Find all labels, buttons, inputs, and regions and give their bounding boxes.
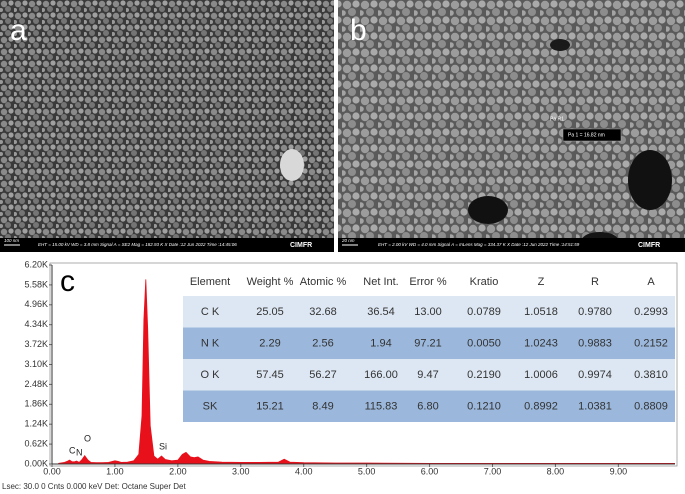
table-row xyxy=(183,327,675,359)
y-tick-label: 6.20K xyxy=(24,259,48,269)
table-header: R xyxy=(591,276,599,288)
table-cell: 15.21 xyxy=(256,400,284,412)
table-cell: 0.2993 xyxy=(634,306,668,318)
table-cell: 13.00 xyxy=(414,306,442,318)
table-cell: 9.47 xyxy=(417,369,438,381)
table-cell: 0.9974 xyxy=(578,369,612,381)
x-tick-label: 3.00 xyxy=(232,466,250,476)
y-tick-label: 3.72K xyxy=(24,339,48,349)
table-cell: 57.45 xyxy=(256,369,284,381)
table-cell: 0.3810 xyxy=(634,369,668,381)
table-header: Element xyxy=(190,276,230,288)
table-row xyxy=(183,390,675,422)
x-tick-label: 1.00 xyxy=(106,466,124,476)
panel-label: a xyxy=(10,14,27,47)
measurement: Pa 1 = 16.82 nm xyxy=(568,132,605,138)
x-tick-label: 6.00 xyxy=(421,466,439,476)
sem-info: EHT = 15.00 kV WD = 3.8 mm Signal A = SE… xyxy=(38,242,237,247)
y-tick-label: 1.24K xyxy=(24,419,48,429)
table-cell: SK xyxy=(203,400,218,412)
table-header: Weight % xyxy=(247,276,294,288)
peak-label: Si xyxy=(159,441,167,451)
table-header: Error % xyxy=(409,276,447,288)
x-tick-label: 8.00 xyxy=(547,466,565,476)
table-header: A xyxy=(647,276,655,288)
panel-label: c xyxy=(60,265,75,298)
x-tick-label: 0.00 xyxy=(43,466,61,476)
table-header: Kratio xyxy=(470,276,499,288)
table-cell: 1.0243 xyxy=(524,337,558,349)
table-cell: O K xyxy=(201,369,221,381)
table-cell: 25.05 xyxy=(256,306,284,318)
table-cell: 0.0789 xyxy=(467,306,501,318)
table-cell: 1.0518 xyxy=(524,306,558,318)
logo: CIMFR xyxy=(290,242,312,249)
y-tick-label: 3.10K xyxy=(24,359,48,369)
panel-label: b xyxy=(350,14,367,47)
table-header: Net Int. xyxy=(363,276,398,288)
x-tick-label: 9.00 xyxy=(610,466,628,476)
table-cell: N K xyxy=(201,337,220,349)
table-cell: 0.2190 xyxy=(467,369,501,381)
y-tick-label: 4.34K xyxy=(24,319,48,329)
table-cell: 1.0381 xyxy=(578,400,612,412)
table-row xyxy=(183,296,675,328)
table-row xyxy=(183,359,675,391)
sem-panel-a: a 100 nm EHT = 15.00 kV WD = 3.8 mm Sign… xyxy=(0,0,334,252)
table-cell: 0.8809 xyxy=(634,400,668,412)
peak-label: O xyxy=(84,433,91,443)
table-cell: 115.83 xyxy=(365,400,398,412)
y-tick-label: 1.86K xyxy=(24,399,48,409)
table-cell: 97.21 xyxy=(414,337,442,349)
table-cell: 1.0006 xyxy=(524,369,558,381)
peak-label: N xyxy=(76,447,83,457)
footer: Lsec: 30.0 0 Cnts 0.000 keV Det: Octane … xyxy=(2,482,186,491)
table-cell: 1.94 xyxy=(370,337,391,349)
scale-bar: 100 nm xyxy=(4,238,19,243)
table-cell: 0.1210 xyxy=(467,400,501,412)
y-tick-label: 0.00K xyxy=(24,458,48,468)
table-header: Atomic % xyxy=(300,276,347,288)
table-cell: 56.27 xyxy=(309,369,337,381)
table-cell: C K xyxy=(201,306,220,318)
x-tick-label: 2.00 xyxy=(169,466,187,476)
eds-table: Element Weight % Atomic % Net Int. Error % Kr… xyxy=(183,276,675,422)
sem-panel-b: b Pa R1 Pa 1 = 16.82 nm 20 nm EHT = 2.00… xyxy=(338,0,685,252)
y-tick-label: 2.48K xyxy=(24,379,48,389)
logo: CIMFR xyxy=(638,242,660,249)
x-tick-label: 4.00 xyxy=(295,466,313,476)
table-cell: 0.9780 xyxy=(578,306,612,318)
table-cell: 0.8992 xyxy=(524,400,558,412)
y-tick-label: 0.62K xyxy=(24,438,48,448)
x-tick-label: 5.00 xyxy=(358,466,376,476)
table-cell: 0.9883 xyxy=(578,337,612,349)
table-cell: 0.2152 xyxy=(634,337,668,349)
table-cell: 166.00 xyxy=(364,369,398,381)
y-tick-label: 4.96K xyxy=(24,299,48,309)
table-cell: 32.68 xyxy=(309,306,337,318)
table-cell: 6.80 xyxy=(417,400,438,412)
x-tick-label: 7.00 xyxy=(484,466,502,476)
peak-label: C xyxy=(69,445,76,455)
y-tick-label: 5.58K xyxy=(24,279,48,289)
table-cell: 2.29 xyxy=(259,337,280,349)
table-header: Z xyxy=(538,276,545,288)
table-cell: 2.56 xyxy=(312,337,333,349)
marker: Pa R1 xyxy=(550,116,564,122)
scale-bar: 20 nm xyxy=(341,238,355,243)
table-cell: 36.54 xyxy=(367,306,395,318)
table-cell: 0.0050 xyxy=(467,337,501,349)
sem-info: EHT = 2.00 kV WD = 4.0 mm Signal A = InL… xyxy=(378,242,580,247)
spectrum xyxy=(58,279,675,464)
table-cell: 8.49 xyxy=(312,400,333,412)
